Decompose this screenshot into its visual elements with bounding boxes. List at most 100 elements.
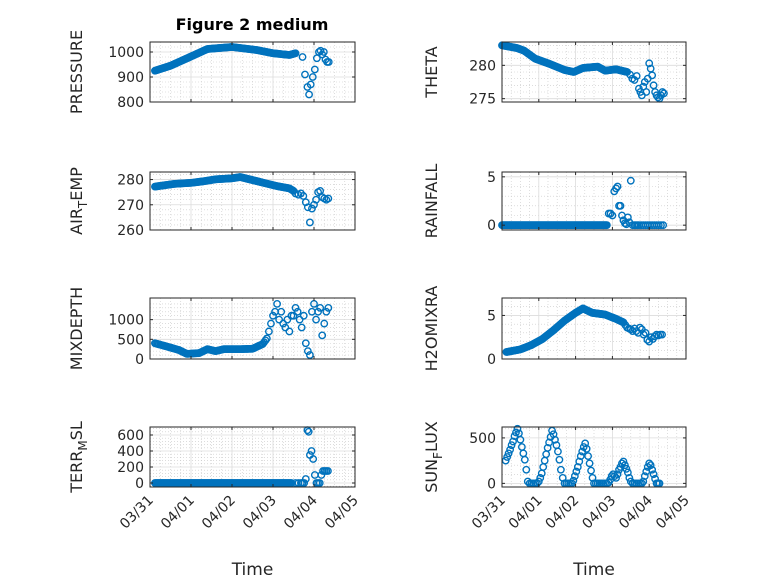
- data-point: [312, 315, 320, 324]
- axes-box: [501, 41, 687, 103]
- y-tick-label: 5: [487, 170, 496, 186]
- data-point: [319, 48, 328, 56]
- data-point: [318, 331, 327, 340]
- data-point: [293, 307, 302, 316]
- x-axis-label: Time: [572, 560, 615, 580]
- subplot-grid: 800 900 1000 PRESSURE 275 280 THETA 260 270 280 AI…: [67, 30, 693, 580]
- y-tick-label: 500: [117, 332, 144, 348]
- data-point: [261, 336, 270, 345]
- axes-box: [501, 297, 687, 360]
- data-point: [324, 194, 333, 203]
- series-pressure: [151, 43, 333, 99]
- y-tick-label: 0: [487, 218, 496, 234]
- axes-box: [149, 297, 356, 360]
- data-point: [305, 90, 313, 99]
- series-mixdepth: [151, 299, 333, 359]
- data-point: [613, 182, 622, 191]
- data-point: [315, 479, 324, 487]
- data-point: [645, 59, 654, 68]
- series-rainfall: [498, 176, 668, 230]
- data-point: [281, 323, 290, 332]
- axes-box: [149, 426, 356, 488]
- data-point: [301, 339, 310, 348]
- y-tick-label: 900: [117, 70, 144, 86]
- series-h2omixra: [502, 304, 666, 356]
- data-point: [295, 315, 304, 324]
- data-point: [301, 475, 310, 483]
- data-point: [262, 334, 271, 343]
- data-point: [602, 221, 611, 230]
- data-point: [536, 474, 545, 482]
- y-axis-label: SUNFLUX: [422, 421, 445, 493]
- data-point: [324, 467, 332, 475]
- data-point: [622, 464, 631, 473]
- y-axis-label: H2OMIXRA: [422, 286, 441, 372]
- data-point: [608, 211, 617, 220]
- data-point: [616, 201, 625, 210]
- x-axis-label: Time: [231, 560, 274, 580]
- data-point: [630, 76, 639, 84]
- data-point: [649, 470, 658, 479]
- y-tick-label: 1000: [108, 313, 144, 329]
- y-tick-label: 280: [117, 173, 144, 189]
- y-tick-label: 400: [117, 444, 144, 460]
- y-tick-label: 0: [487, 352, 496, 368]
- subplot-pressure: 800 900 1000 PRESSURE: [67, 30, 356, 114]
- data-point: [585, 459, 594, 468]
- y-tick-label: 260: [117, 223, 144, 239]
- data-point: [648, 465, 657, 474]
- data-point: [279, 319, 288, 328]
- data-point: [316, 303, 325, 312]
- data-point: [522, 465, 531, 474]
- subplot-air_temp: 260 270 280 AIRTEMP: [67, 167, 356, 239]
- y-axis-label: THETA: [422, 46, 441, 98]
- series-sun_flux: [501, 424, 664, 488]
- data-point: [613, 470, 622, 479]
- data-point: [632, 72, 641, 80]
- y-tick-label: 200: [117, 460, 144, 476]
- data-point: [300, 479, 309, 487]
- data-point: [640, 472, 649, 480]
- data-point: [619, 457, 628, 466]
- data-point: [639, 330, 648, 339]
- y-tick-label: 800: [117, 95, 144, 111]
- data-point: [264, 327, 273, 336]
- data-point: [322, 307, 331, 316]
- data-point: [606, 209, 615, 218]
- data-point: [301, 70, 309, 79]
- data-point: [660, 89, 668, 98]
- data-point: [576, 452, 585, 460]
- data-point: [304, 427, 313, 436]
- data-point: [659, 221, 668, 230]
- data-point: [623, 213, 632, 222]
- data-point: [507, 441, 516, 450]
- y-tick-label: 1000: [108, 45, 144, 61]
- data-point: [291, 49, 300, 58]
- figure-title: Figure 2 medium: [176, 15, 329, 34]
- data-point: [299, 311, 308, 320]
- y-tick-label: 500: [469, 431, 496, 447]
- data-point: [504, 449, 513, 458]
- y-tick-label: 0: [135, 352, 144, 368]
- data-point: [516, 435, 525, 444]
- data-point: [556, 465, 565, 474]
- subplot-h2omixra: 0 5 H2OMIXRA: [422, 286, 687, 372]
- data-point: [283, 315, 292, 324]
- data-point: [587, 466, 595, 475]
- data-point: [625, 474, 634, 482]
- y-tick-label: 0: [487, 476, 496, 492]
- data-point: [612, 474, 620, 482]
- y-tick-label: 600: [117, 428, 144, 444]
- data-point: [320, 319, 329, 328]
- data-point: [306, 80, 315, 89]
- y-tick-label: 280: [469, 58, 496, 74]
- subplot-mixdepth: 0 500 1000 MIXDEPTH: [67, 287, 356, 370]
- data-point: [503, 453, 512, 461]
- y-tick-label: 270: [117, 198, 144, 214]
- axes-box: [149, 171, 356, 231]
- data-point: [324, 58, 333, 66]
- y-axis-label: PRESSURE: [67, 30, 86, 114]
- data-point: [299, 192, 308, 200]
- data-point: [277, 307, 286, 316]
